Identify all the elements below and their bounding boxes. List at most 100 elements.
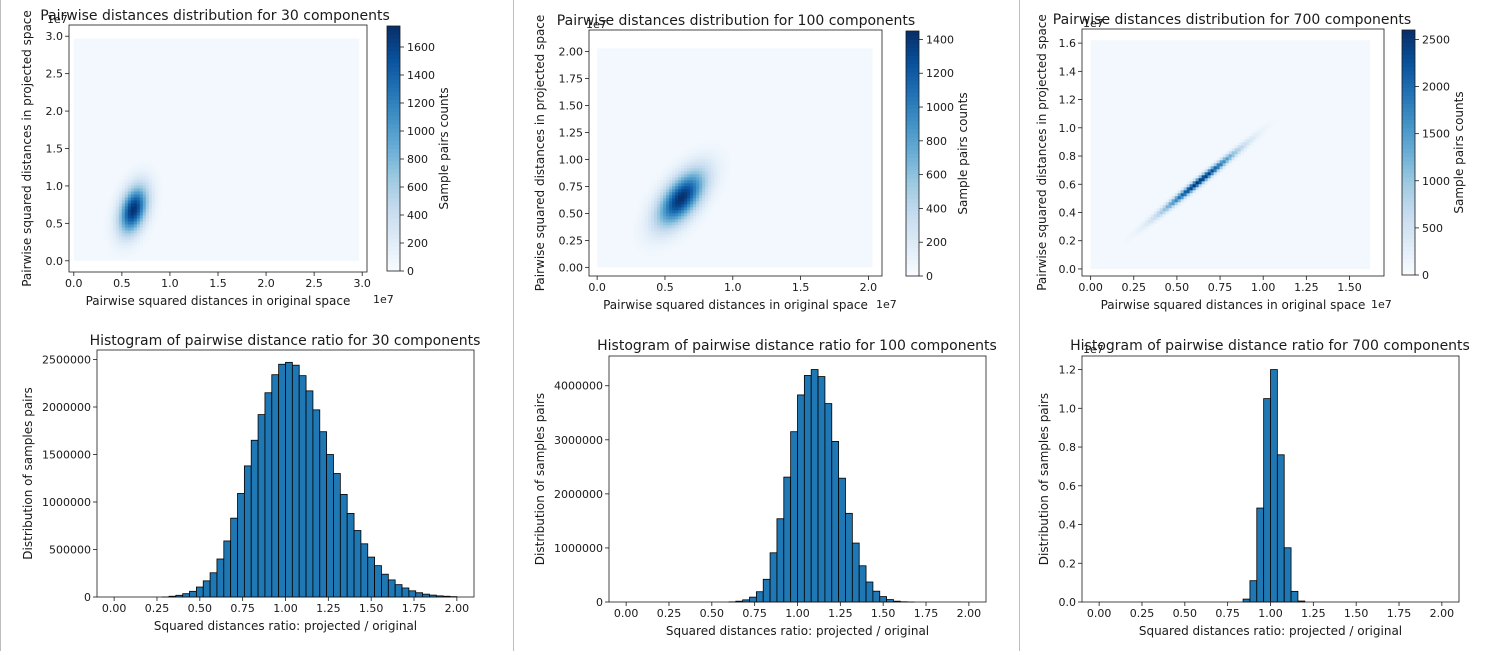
y-ytick-label: 1.00 [559,153,584,166]
x-xtick-label: 0.75 [230,602,255,615]
colorbar-tick-label: 0 [1422,269,1429,282]
histogram-bar [423,594,430,597]
y-offset-label: 1e7 [586,18,607,31]
y-ytick-label: 1.4 [1059,65,1077,78]
colorbar-segment [906,88,919,93]
chart-title: Histogram of pairwise distance ratio for… [597,338,997,354]
colorbar-segment [387,46,400,51]
x-xtick-label: 0.00 [1087,607,1112,620]
colorbar-segment [387,263,400,268]
histogram-bar [763,579,770,602]
histogram-bar [210,573,217,597]
y-ytick-label: 0.0 [1059,596,1077,609]
colorbar-segment [1402,140,1415,145]
colorbar-segment [1402,99,1415,104]
colorbar-segment [906,113,919,118]
colorbar-segment [906,243,919,248]
colorbar-segment [906,60,919,65]
colorbar-segment [387,222,400,227]
colorbar-segment [1402,136,1415,141]
colorbar-segment [387,161,400,166]
histogram-bar [258,415,265,597]
y-ytick-label: 1.0 [46,180,64,193]
chart-title: Pairwise distances distribution for 700 … [1053,12,1411,28]
chart-title: Histogram of pairwise distance ratio for… [1070,338,1470,354]
colorbar-segment [387,238,400,243]
histogram-bar [791,432,798,602]
colorbar-tick-label: 600 [926,169,947,182]
x-axis-label: Pairwise squared distances in original s… [603,298,868,312]
x-xtick-label: 0.00 [614,607,639,620]
x-xtick-label: 1.25 [316,602,341,615]
x-xtick-label: 3.0 [353,277,371,290]
colorbar-segment [387,108,400,113]
colorbar-segment [1402,112,1415,117]
colorbar-segment [1402,173,1415,178]
colorbar-segment [906,84,919,89]
y-ytick-label: 2000000 [42,401,91,414]
histogram-bar [299,376,306,597]
colorbar-segment [387,87,400,92]
x-xtick-label: 0.75 [742,607,767,620]
x-xtick-label: 0.00 [1078,281,1103,294]
colorbar-tick-label: 1400 [407,69,435,82]
colorbar-segment [906,105,919,110]
colorbar-segment [1402,95,1415,100]
colorbar-segment [906,264,919,269]
colorbar-segment [1402,210,1415,215]
x-axis-label: Pairwise squared distances in original s… [86,294,351,308]
y-ytick-label: 1.5 [46,143,64,156]
colorbar-segment [387,34,400,39]
colorbar-segment [1402,148,1415,153]
histogram-bar [395,585,402,597]
histogram-bar [804,375,811,602]
chart-title: Pairwise distances distribution for 100 … [557,13,915,29]
colorbar-segment [387,193,400,198]
y-ytick-label: 0.0 [1059,263,1077,276]
colorbar-segment [387,128,400,133]
colorbar-segment [387,185,400,190]
colorbar-segment [387,234,400,239]
colorbar-segment [906,51,919,56]
colorbar-segment [1402,144,1415,149]
x-xtick-label: 1.50 [359,602,384,615]
x-offset-label: 1e7 [1371,298,1392,311]
colorbar-segment [906,260,919,265]
colorbar-segment [387,132,400,137]
x-xtick-label: 1.00 [1258,607,1283,620]
y-ytick-label: 0.75 [559,180,584,193]
colorbar-tick-label: 1200 [407,97,435,110]
colorbar-tick-label: 1600 [407,41,435,54]
y-ytick-label: 0.4 [1059,206,1077,219]
x-xtick-label: 1.25 [1294,281,1319,294]
colorbar-segment [906,162,919,167]
colorbar-segment [387,91,400,96]
y-axis-label: Distribution of samples pairs [21,387,35,559]
colorbar-segment [387,181,400,186]
x-xtick-label: 1.5 [209,277,227,290]
colorbar-tick-label: 2500 [1422,33,1450,46]
colorbar-tick-label: 1500 [1422,128,1450,141]
histogram-bar [839,478,846,602]
x-xtick-label: 0.0 [65,277,83,290]
colorbar-segment [906,252,919,257]
colorbar-segment [387,42,400,47]
x-axis-label: Squared distances ratio: projected / ori… [154,619,417,633]
colorbar-segment [906,247,919,252]
y-ytick-label: 3.0 [46,30,64,43]
colorbar-segment [387,95,400,100]
colorbar-segment [1402,153,1415,158]
x-xtick-label: 0.25 [145,602,170,615]
colorbar-segment [1402,193,1415,198]
colorbar-segment [387,206,400,211]
colorbar-segment [906,166,919,171]
colorbar-segment [906,211,919,216]
x-xtick-label: 0.0 [588,281,606,294]
colorbar-segment [906,235,919,240]
y-ytick-label: 1.6 [1059,37,1077,50]
